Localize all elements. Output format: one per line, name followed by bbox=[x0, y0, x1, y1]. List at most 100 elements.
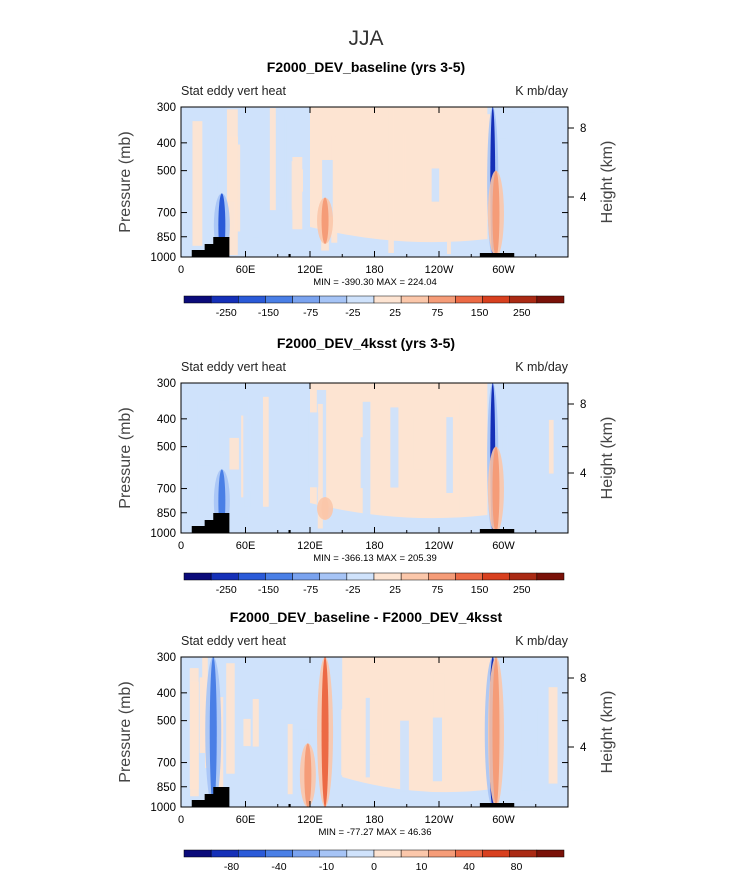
colorbar-label: -80 bbox=[224, 861, 239, 872]
colorbar-segment bbox=[292, 849, 320, 858]
y-axis-label: Pressure (mb) bbox=[117, 131, 134, 232]
field-streak bbox=[499, 138, 507, 195]
x-tick-label: 180 bbox=[365, 540, 383, 552]
colorbar-segment bbox=[319, 849, 348, 858]
field-streak bbox=[341, 709, 352, 776]
x-tick-label: 60E bbox=[236, 814, 256, 826]
x-tick-label: 120W bbox=[425, 814, 454, 826]
colorbar-segment bbox=[428, 295, 456, 304]
field-streak bbox=[214, 137, 218, 193]
field-streak bbox=[413, 416, 424, 470]
y-axis-label: Pressure (mb) bbox=[117, 681, 134, 782]
topography-block bbox=[479, 253, 515, 257]
right-corner-label: K mb/day bbox=[515, 84, 569, 98]
colorbar-segment bbox=[265, 572, 293, 581]
colorbar-label: -10 bbox=[319, 861, 334, 872]
colorbar-segment bbox=[238, 572, 266, 581]
positive-region bbox=[310, 107, 488, 243]
colorbar-label: -40 bbox=[271, 861, 286, 872]
negative-feature bbox=[209, 657, 217, 807]
topography-block bbox=[479, 529, 515, 533]
topography-block bbox=[213, 787, 230, 807]
colorbar-segment bbox=[238, 849, 266, 858]
right-corner-label: K mb/day bbox=[515, 360, 569, 374]
field-streak bbox=[446, 417, 453, 493]
field-streak bbox=[525, 112, 536, 217]
colorbar-segment bbox=[509, 295, 538, 304]
field-streak bbox=[252, 698, 259, 747]
field-streak bbox=[229, 437, 239, 470]
chart-title: F2000_DEV_4ksst (yrs 3-5) bbox=[277, 335, 455, 351]
colorbar-segment bbox=[455, 572, 483, 581]
colorbar-label: 80 bbox=[511, 861, 523, 872]
field-streak bbox=[367, 685, 378, 755]
y-tick-label: 700 bbox=[157, 484, 176, 496]
colorbar-label: 25 bbox=[389, 307, 401, 319]
positive-feature bbox=[321, 197, 329, 244]
y-tick-label: 850 bbox=[157, 782, 176, 794]
chart-panel-2: F2000_DEV_4ksst (yrs 3-5) Stat eddy vert … bbox=[117, 335, 616, 596]
topography-block bbox=[288, 530, 291, 533]
colorbar-segment bbox=[373, 295, 402, 304]
colorbar-label: -250 bbox=[216, 584, 237, 596]
x-tick-label: 0 bbox=[178, 540, 184, 552]
colorbar-label: -150 bbox=[258, 307, 279, 319]
x-tick-label: 180 bbox=[365, 264, 383, 276]
colorbar-segment bbox=[210, 572, 239, 581]
x-tick-label: 60W bbox=[492, 264, 515, 276]
colorbar-label: 75 bbox=[431, 307, 443, 319]
colorbar-segment bbox=[400, 295, 429, 304]
y-axis-label: Pressure (mb) bbox=[117, 407, 134, 508]
left-corner-label: Stat eddy vert heat bbox=[181, 634, 286, 648]
field-streak bbox=[446, 174, 451, 255]
field-streak bbox=[262, 671, 273, 757]
field-streak bbox=[432, 717, 443, 782]
colorbar-segment bbox=[183, 849, 212, 858]
colorbar-segment bbox=[482, 572, 510, 581]
colorbar-label: 150 bbox=[471, 307, 489, 319]
field-streak bbox=[331, 121, 336, 237]
positive-feature bbox=[304, 743, 312, 807]
topography-block bbox=[191, 250, 214, 257]
colorbar-label: -250 bbox=[216, 307, 237, 319]
field-streak bbox=[292, 157, 303, 230]
field-streak bbox=[199, 433, 211, 466]
colorbar-segment bbox=[455, 295, 483, 304]
x-tick-label: 60W bbox=[492, 814, 515, 826]
colorbar-segment bbox=[373, 849, 402, 858]
colorbar-segment bbox=[319, 572, 348, 581]
x-tick-label: 180 bbox=[365, 814, 383, 826]
colorbar-segment bbox=[509, 849, 538, 858]
topography-block bbox=[479, 803, 515, 807]
colorbar-segment bbox=[265, 295, 293, 304]
chart-panel-3: F2000_DEV_baseline - F2000_DEV_4ksst Stat… bbox=[117, 609, 616, 872]
colorbar-segment bbox=[183, 572, 212, 581]
colorbar-segment bbox=[536, 295, 565, 304]
colorbar-segment bbox=[238, 295, 266, 304]
plot-area bbox=[181, 107, 568, 257]
topography-block bbox=[221, 800, 227, 807]
right-axis-label: Height (km) bbox=[599, 141, 616, 224]
figure-title: JJA bbox=[348, 27, 383, 50]
min-max-stats: MIN = -77.27 MAX = 46.36 bbox=[318, 827, 431, 838]
positive-feature bbox=[321, 657, 329, 807]
field-streak bbox=[502, 434, 508, 506]
positive-feature bbox=[492, 446, 500, 533]
field-streak bbox=[243, 718, 251, 747]
field-streak bbox=[217, 452, 225, 485]
field-streak bbox=[287, 724, 293, 795]
x-tick-label: 0 bbox=[178, 264, 184, 276]
colorbar-label: 25 bbox=[389, 584, 401, 596]
height-tick-label: 8 bbox=[580, 123, 586, 135]
x-tick-label: 120E bbox=[297, 264, 323, 276]
colorbar-segment bbox=[346, 572, 375, 581]
colorbar-segment bbox=[400, 849, 429, 858]
x-tick-label: 120E bbox=[297, 540, 323, 552]
colorbar-segment bbox=[536, 572, 565, 581]
y-tick-label: 300 bbox=[157, 378, 176, 390]
positive-feature bbox=[321, 497, 329, 520]
min-max-stats: MIN = -390.30 MAX = 224.04 bbox=[313, 277, 437, 288]
y-tick-label: 500 bbox=[157, 442, 176, 454]
colorbar-label: 75 bbox=[431, 584, 443, 596]
